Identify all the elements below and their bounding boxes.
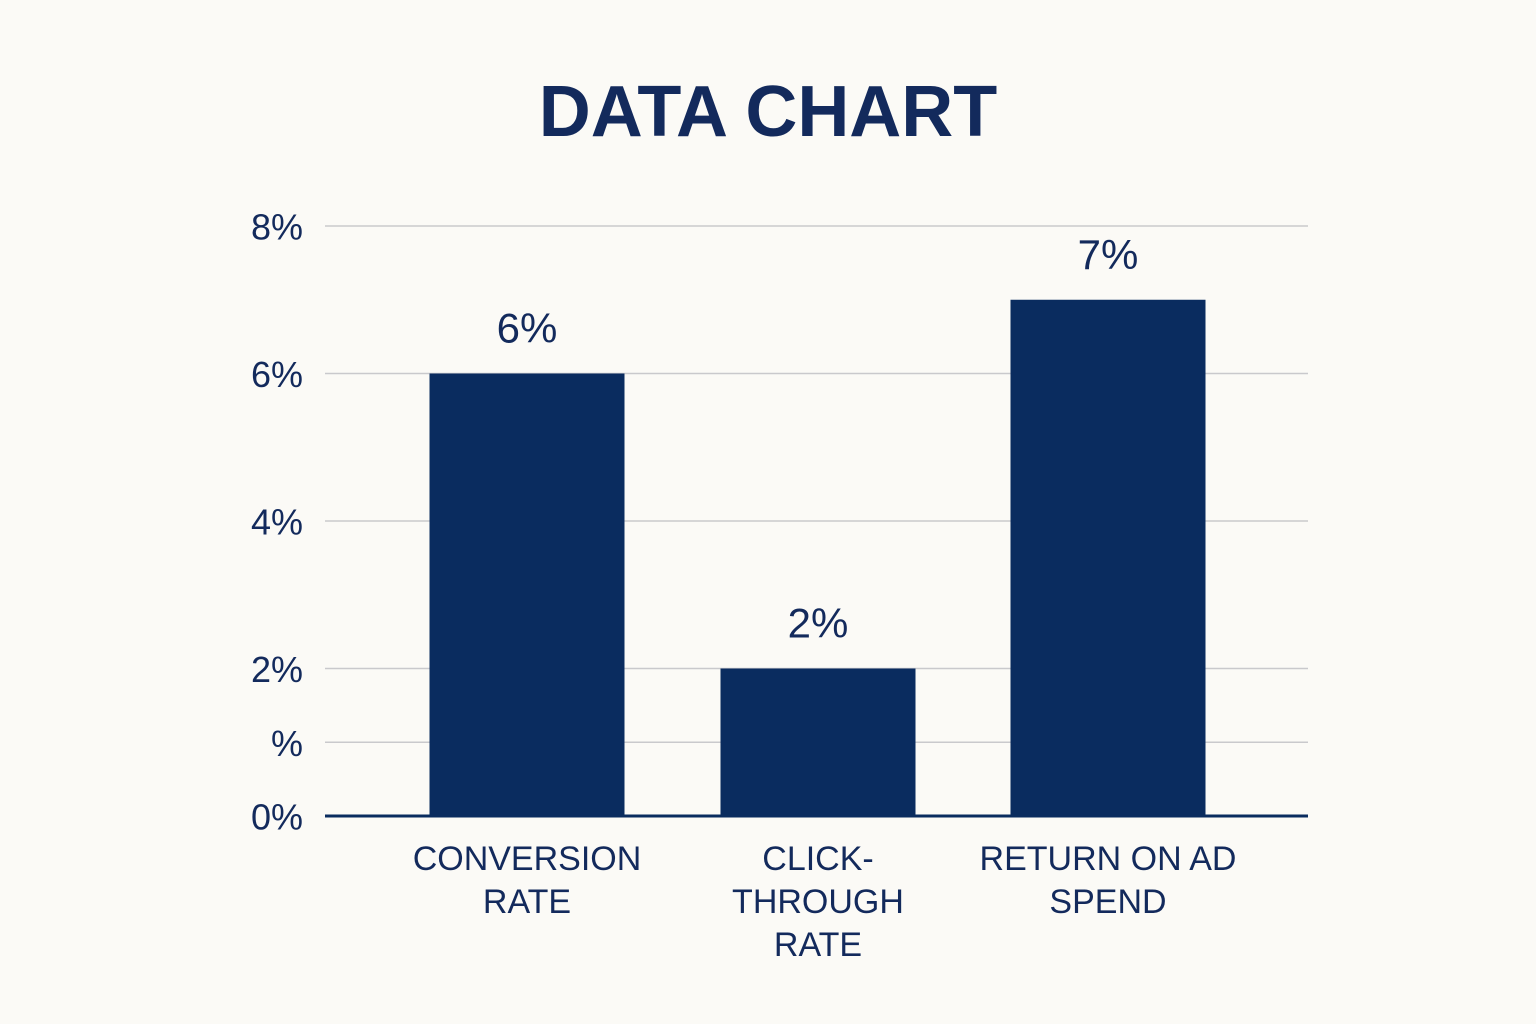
bar [720, 668, 916, 816]
bar [1010, 299, 1206, 816]
x-tick-label: CLICK-THROUGH RATE [732, 840, 904, 964]
y-tick-label: 8% [251, 207, 303, 248]
value-label: 7% [1078, 231, 1139, 278]
chart-title: DATA CHART [539, 72, 998, 152]
y-tick-label: 2% [251, 649, 303, 690]
y-tick-label: 6% [251, 354, 303, 395]
x-tick-label: CONVERSION RATE [412, 840, 642, 921]
y-tick-label: 0% [251, 797, 303, 838]
value-label: 2% [788, 600, 849, 647]
value-label: 6% [497, 305, 558, 352]
y-tick-label: 4% [251, 502, 303, 543]
x-tick-label: RETURN ON AD SPEND [979, 840, 1237, 921]
bar [429, 373, 625, 816]
y-tick-label: % [271, 723, 303, 764]
